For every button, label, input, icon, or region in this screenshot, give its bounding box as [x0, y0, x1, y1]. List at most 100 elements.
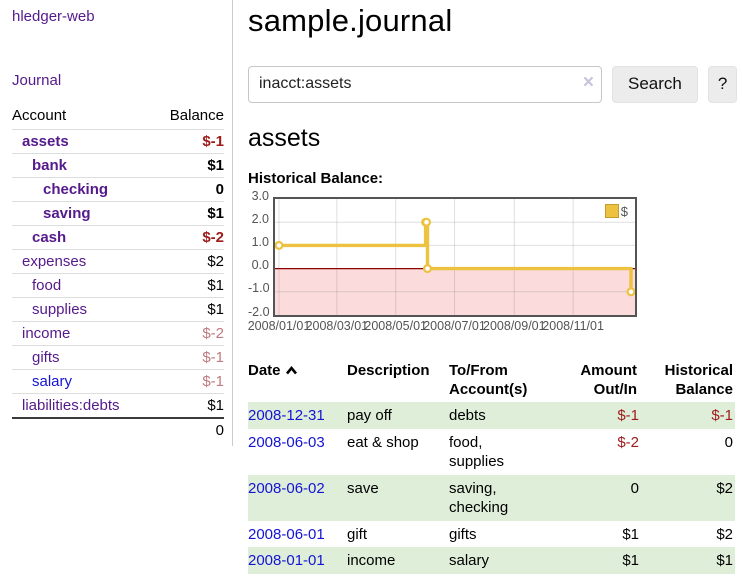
historical-balance-chart: $ 3.0 2.0 1.0 0.0 -1.0 -2.0 2008/01/01 2008/03/…: [247, 189, 742, 337]
transaction-balance: $2: [716, 479, 733, 497]
transaction-description: eat & shop: [347, 433, 419, 451]
register-header-date[interactable]: Date: [248, 359, 347, 403]
y-axis-tick-label: 2.0: [251, 211, 269, 226]
account-link-saving[interactable]: saving: [43, 205, 91, 222]
account-row: liabilities:debts $1: [12, 393, 224, 418]
account-link-checking[interactable]: checking: [43, 181, 109, 198]
account-link-assets[interactable]: assets: [22, 133, 69, 150]
account-row: salary $-1: [12, 369, 224, 394]
account-balance: $-2: [152, 321, 224, 346]
register-header-amount: Amount Out/In: [580, 361, 637, 399]
account-heading: assets: [248, 123, 321, 152]
search-help-button[interactable]: ?: [707, 65, 738, 103]
transaction-amount: $-2: [617, 433, 639, 451]
account-link-income[interactable]: income: [22, 325, 71, 342]
account-balance: $1: [152, 273, 224, 298]
account-balance: $1: [152, 153, 224, 178]
account-row: gifts $-1: [12, 345, 224, 370]
register-row: 2008-06-03 eat & shop food, supplies $-2…: [248, 429, 735, 475]
transaction-date-link[interactable]: 2008-12-31: [248, 407, 325, 425]
accounts-table: Account Balance assets $-1 bank $1 check…: [12, 104, 224, 442]
main-content: sample.journal × Search ? assets Histori…: [248, 0, 742, 574]
transaction-accounts: gifts: [449, 525, 477, 543]
account-link-bank[interactable]: bank: [32, 157, 68, 174]
account-link-food[interactable]: food: [32, 277, 62, 294]
account-row: food $1: [12, 273, 224, 298]
account-link-expenses[interactable]: expenses: [22, 253, 87, 270]
accounts-header-row: Account Balance: [12, 104, 224, 130]
register-row: 2008-06-01 gift gifts $1 $2: [248, 521, 735, 548]
search-form: × Search ?: [248, 65, 742, 103]
y-axis-tick-label: 0.0: [251, 258, 269, 273]
register-header-row: Date Description To/From Account(s) Amou…: [248, 359, 735, 403]
y-axis-tick-label: 3.0: [251, 188, 269, 203]
transaction-date-link[interactable]: 2008-01-01: [248, 552, 325, 570]
transaction-date-link[interactable]: 2008-06-02: [248, 479, 325, 497]
search-button[interactable]: Search: [612, 65, 698, 103]
transaction-description: income: [347, 552, 396, 570]
account-balance: $2: [152, 249, 224, 274]
account-balance: $-2: [152, 225, 224, 250]
chart-plot-area[interactable]: $: [273, 196, 637, 317]
transaction-balance: $-1: [711, 407, 733, 425]
transaction-amount: $-1: [617, 407, 639, 425]
app-title-link[interactable]: hledger-web: [12, 8, 95, 25]
x-axis-tick-label: 2008/01/01: [247, 318, 311, 333]
legend-swatch-icon: [604, 204, 619, 219]
account-balance: $-1: [152, 369, 224, 394]
transaction-description: save: [347, 479, 379, 497]
page-title: sample.journal: [248, 3, 453, 38]
accounts-total-row: 0: [12, 417, 224, 442]
chart-legend: $: [602, 202, 630, 220]
y-axis-tick-label: -2.0: [248, 304, 270, 319]
register-table: Date Description To/From Account(s) Amou…: [248, 359, 735, 574]
account-row: checking 0: [12, 177, 224, 202]
account-link-supplies[interactable]: supplies: [32, 301, 88, 318]
transaction-amount: $1: [622, 552, 639, 570]
account-row: supplies $1: [12, 297, 224, 322]
x-axis-tick-label: 2008/11/01: [542, 318, 604, 333]
register-row: 2008-06-02 save saving, checking 0 $2: [248, 474, 735, 521]
account-link-cash[interactable]: cash: [32, 229, 67, 246]
transaction-accounts: saving, checking: [449, 479, 509, 517]
y-axis-tick-label: 1.0: [251, 235, 269, 250]
register-row: 2008-12-31 pay off debts $-1 $-1: [248, 402, 735, 429]
x-axis-tick-label: 2008/05/01: [364, 318, 427, 333]
transaction-balance: $1: [716, 552, 733, 570]
sidebar-item-journal[interactable]: Journal: [12, 72, 62, 89]
account-balance: $-1: [152, 129, 224, 154]
clear-search-icon[interactable]: ×: [582, 71, 594, 93]
transaction-accounts: food, supplies: [449, 433, 505, 471]
account-row: assets $-1: [12, 129, 224, 154]
transaction-date-link[interactable]: 2008-06-03: [248, 433, 325, 451]
account-balance: $1: [152, 393, 224, 418]
accounts-header-account: Account: [12, 107, 67, 124]
register-header-accounts: To/From Account(s): [449, 361, 528, 399]
search-input[interactable]: [248, 65, 602, 103]
accounts-total-value: 0: [152, 417, 224, 442]
legend-label: $: [620, 203, 628, 219]
account-row: bank $1: [12, 153, 224, 178]
account-row: income $-2: [12, 321, 224, 346]
transaction-description: pay off: [347, 407, 392, 425]
account-row: expenses $2: [12, 249, 224, 274]
accounts-header-balance: Balance: [169, 107, 224, 124]
account-link-liabilities-debts[interactable]: liabilities:debts: [22, 397, 120, 414]
chart-canvas: [275, 198, 635, 315]
account-row: saving $1: [12, 201, 224, 226]
transaction-accounts: salary: [449, 552, 490, 570]
account-link-gifts[interactable]: gifts: [32, 349, 60, 366]
x-axis-tick-label: 2008/09/01: [483, 318, 546, 333]
transaction-description: gift: [347, 525, 368, 543]
transaction-amount: 0: [630, 479, 639, 497]
account-link-salary[interactable]: salary: [32, 373, 73, 390]
transaction-amount: $1: [622, 525, 639, 543]
account-balance: $1: [152, 201, 224, 226]
chart-title: Historical Balance:: [248, 169, 384, 187]
transaction-date-link[interactable]: 2008-06-01: [248, 525, 325, 543]
register-header-description: Description: [347, 361, 430, 379]
account-balance: $-1: [152, 345, 224, 370]
account-row: cash $-2: [12, 225, 224, 250]
transaction-balance: 0: [724, 433, 733, 451]
y-axis-tick-label: -1.0: [248, 281, 270, 296]
